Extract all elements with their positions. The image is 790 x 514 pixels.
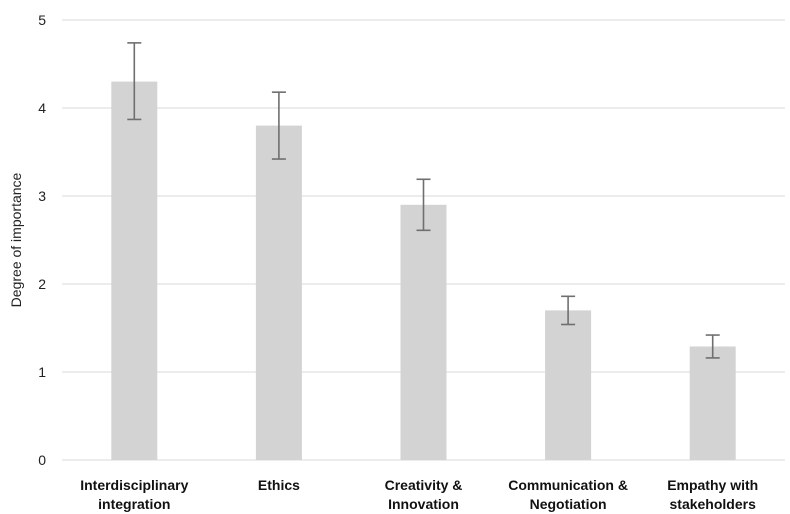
x-axis-categories: Interdisciplinary integration Ethics Creati… xyxy=(80,477,758,512)
y-tick-label-0: 0 xyxy=(38,452,46,468)
y-tick-label-3: 3 xyxy=(38,188,46,204)
y-tick-label-1: 1 xyxy=(38,364,46,380)
error-bar-1 xyxy=(127,42,142,121)
category-label-3: Creativity & Innovation xyxy=(385,477,463,512)
category-label-5: Empathy with stakeholders xyxy=(667,477,758,512)
category-label-4: Communication & Negotiation xyxy=(508,477,628,512)
bars xyxy=(111,81,736,460)
error-bar-2 xyxy=(271,91,286,160)
y-axis-ticks: 0 1 2 3 4 5 xyxy=(38,12,46,468)
error-bar-4 xyxy=(561,295,576,326)
y-tick-label-4: 4 xyxy=(38,100,46,116)
y-tick-label-2: 2 xyxy=(38,276,46,292)
error-bars xyxy=(127,42,720,359)
y-axis-title: Degree of importance xyxy=(8,172,24,307)
bar-4 xyxy=(545,310,592,460)
bar-3 xyxy=(400,204,447,460)
error-bar-3 xyxy=(416,178,431,232)
category-label-1: Interdisciplinary integration xyxy=(80,477,188,512)
bar-2 xyxy=(255,125,302,460)
bar-1 xyxy=(111,81,158,460)
error-bar-5 xyxy=(705,334,720,359)
category-label-2: Ethics xyxy=(258,477,300,493)
y-tick-label-5: 5 xyxy=(38,12,46,28)
bar-5 xyxy=(689,346,736,460)
